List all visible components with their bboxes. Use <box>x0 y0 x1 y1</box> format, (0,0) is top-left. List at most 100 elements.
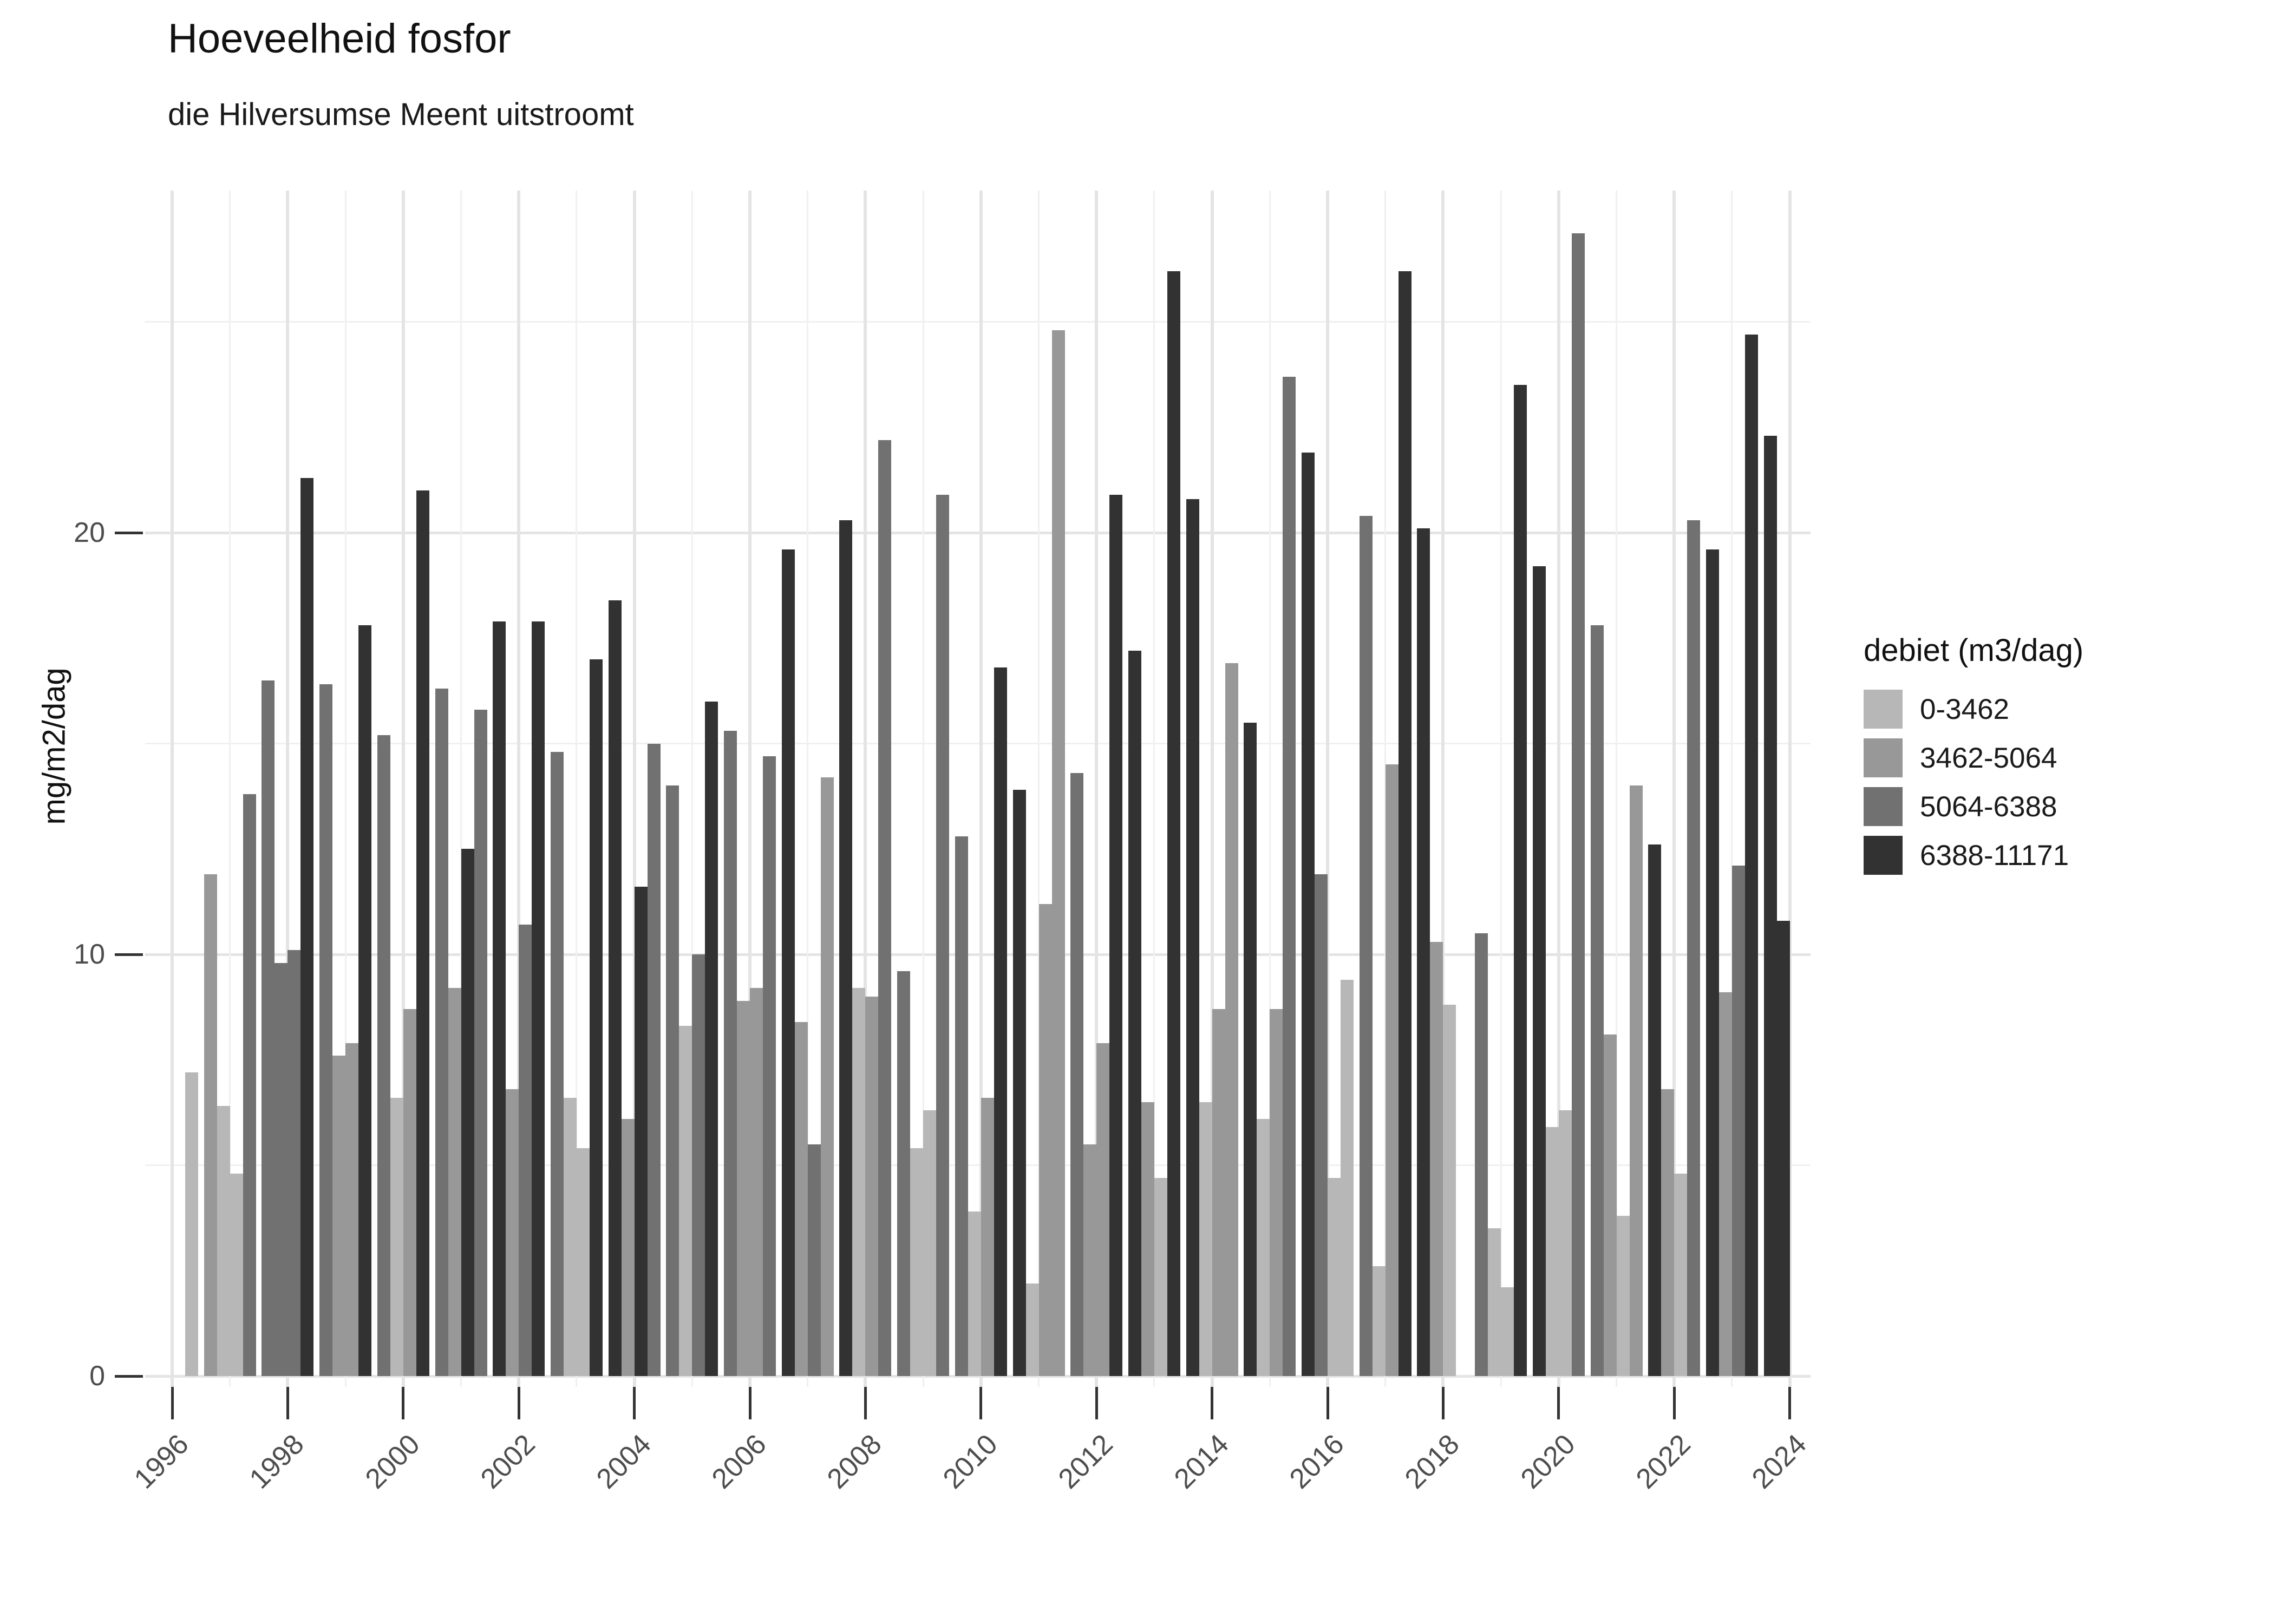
bar-2020-q2 <box>1545 1127 1559 1376</box>
gridline-x-major <box>1672 191 1676 1387</box>
gridline-x-major <box>171 191 174 1387</box>
legend-swatch <box>1864 690 1903 729</box>
bar-2019-q2 <box>1488 1228 1501 1376</box>
legend: debiet (m3/dag) 0-3462 3462-5064 5064-6388… <box>1864 632 2083 884</box>
gridline-x-major <box>1557 191 1560 1387</box>
bar-1998-q3 <box>287 950 301 1376</box>
x-tick-mark <box>864 1387 867 1419</box>
bar-2018-q3 <box>1443 1005 1456 1376</box>
bar-2022-q3 <box>1674 1174 1688 1376</box>
bar-2018-q1 <box>1417 528 1430 1376</box>
bar-2005-q4 <box>705 701 718 1376</box>
bar-1999-q4 <box>358 625 372 1376</box>
bar-1998-q2 <box>275 962 288 1376</box>
bar-1999-q2 <box>332 1055 346 1376</box>
gridline-x-minor <box>922 191 924 1387</box>
bar-2020-q3 <box>1558 1110 1572 1376</box>
bar-2017-q3 <box>1385 764 1399 1376</box>
x-tick-mark <box>1557 1387 1560 1419</box>
bar-2021-q4 <box>1629 785 1643 1376</box>
x-tick-label: 2012 <box>1053 1428 1119 1495</box>
gridline-x-minor <box>1038 191 1040 1387</box>
x-tick-mark <box>1326 1387 1329 1419</box>
x-tick-mark <box>633 1387 636 1419</box>
bar-2009-q1 <box>897 971 911 1376</box>
gridline-y-minor <box>145 743 1811 744</box>
x-tick-mark <box>286 1387 289 1419</box>
bar-2013-q3 <box>1154 1177 1167 1376</box>
bar-2018-q2 <box>1430 941 1443 1376</box>
chart-subtitle: die Hilversumse Meent uitstroomt <box>168 97 634 132</box>
gridline-x-minor <box>576 191 578 1387</box>
gridline-y-minor <box>145 321 1811 323</box>
bar-2009-q2 <box>910 1148 924 1376</box>
bar-2010-q4 <box>994 667 1007 1376</box>
legend-item-6388-11171: 6388-11171 <box>1864 835 2083 875</box>
gridline-x-major <box>286 191 290 1387</box>
bar-2012-q3 <box>1096 1043 1110 1376</box>
bar-2016-q4 <box>1341 979 1354 1376</box>
bar-2015-q2 <box>1257 1118 1270 1376</box>
gridline-x-minor <box>691 191 693 1387</box>
bar-2005-q1 <box>666 785 679 1376</box>
gridline-x-major <box>864 191 867 1387</box>
x-tick-label: 2016 <box>1283 1428 1350 1495</box>
bar-1997-q2 <box>217 1106 230 1376</box>
y-tick-mark <box>115 953 143 956</box>
gridline-x-major <box>1788 191 1792 1387</box>
bar-2005-q2 <box>679 1026 692 1376</box>
bar-2011-q4 <box>1051 330 1065 1376</box>
bar-2003-q4 <box>589 659 603 1376</box>
bar-2008-q1 <box>839 520 853 1376</box>
x-tick-mark <box>171 1387 174 1419</box>
bar-2000-q4 <box>416 490 429 1376</box>
bar-2002-q3 <box>519 925 532 1376</box>
bar-2009-q4 <box>936 494 950 1376</box>
bar-2015-q1 <box>1244 722 1257 1376</box>
legend-title: debiet (m3/dag) <box>1864 633 2084 668</box>
y-axis-title: mg/m2/dag <box>36 667 72 825</box>
bar-1999-q3 <box>345 1043 359 1376</box>
bar-2021-q3 <box>1616 1215 1630 1376</box>
bar-2017-q4 <box>1398 271 1412 1376</box>
bar-2012-q2 <box>1083 1144 1097 1376</box>
gridline-x-major <box>401 191 405 1387</box>
gridline-x-minor <box>1269 191 1271 1387</box>
bar-1999-q1 <box>319 684 333 1376</box>
bar-2017-q1 <box>1359 515 1373 1376</box>
bar-2001-q4 <box>474 710 487 1376</box>
bar-2016-q3 <box>1328 1177 1341 1376</box>
gridline-y-major <box>145 953 1811 956</box>
bar-2013-q1 <box>1128 651 1141 1376</box>
bar-2013-q4 <box>1167 271 1180 1376</box>
bar-2010-q3 <box>981 1097 994 1376</box>
bar-2006-q3 <box>750 988 763 1376</box>
bar-2011-q3 <box>1038 903 1052 1376</box>
bar-2020-q1 <box>1532 566 1546 1376</box>
gridline-y-minor <box>145 1164 1811 1166</box>
gridline-x-minor <box>460 191 462 1387</box>
x-tick-mark <box>1788 1387 1792 1419</box>
bar-2007-q1 <box>781 549 795 1376</box>
gridline-x-minor <box>1153 191 1155 1387</box>
x-tick-mark <box>517 1387 520 1419</box>
bar-2021-q1 <box>1590 625 1604 1376</box>
gridline-y-major <box>145 531 1811 534</box>
legend-item-5064-6388: 5064-6388 <box>1864 787 2083 827</box>
bar-2006-q1 <box>724 731 737 1376</box>
x-tick-label: 2004 <box>590 1428 657 1495</box>
bar-2023-q4 <box>1744 334 1758 1376</box>
bar-2009-q3 <box>923 1110 937 1376</box>
bar-2000-q3 <box>403 1009 416 1376</box>
gridline-x-major <box>1441 191 1445 1387</box>
bar-2019-q4 <box>1514 385 1527 1376</box>
bar-2016-q1 <box>1302 452 1315 1376</box>
bar-2019-q1 <box>1475 933 1488 1376</box>
bar-2004-q4 <box>647 743 661 1376</box>
bar-2015-q3 <box>1270 1009 1283 1376</box>
legend-item-3462-5064: 3462-5064 <box>1864 738 2083 778</box>
x-tick-label: 2022 <box>1630 1428 1697 1495</box>
x-tick-label: 2002 <box>475 1428 541 1495</box>
bar-2008-q4 <box>878 440 892 1376</box>
